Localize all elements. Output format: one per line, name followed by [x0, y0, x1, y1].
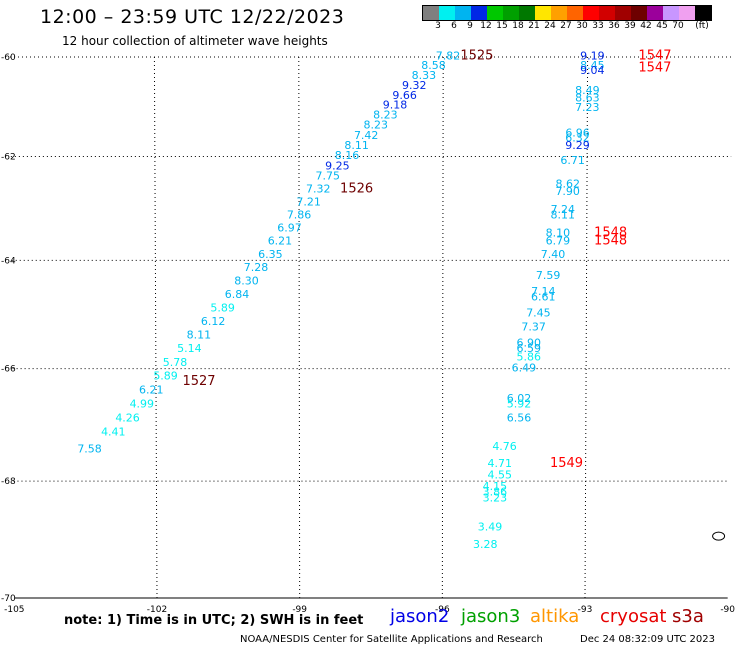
wave-height-label: 5.89: [210, 301, 235, 314]
wave-height-label: 7.45: [526, 307, 551, 320]
wave-height-label: 6.35: [258, 248, 283, 261]
latitude-tick-label: -66: [1, 365, 16, 375]
wave-height-label: 3.49: [478, 520, 503, 533]
latitude-tick-label: -68: [1, 477, 16, 487]
wave-height-label: 5.14: [177, 342, 202, 355]
meridian-gridline: [154, 57, 157, 598]
longitude-tick-label: -90: [720, 605, 735, 615]
generation-timestamp: Dec 24 08:32:09 UTC 2023: [580, 634, 715, 645]
wave-height-label: 6.61: [531, 290, 556, 303]
wave-height-label: 7.59: [536, 269, 561, 282]
pass-time-label: 1527: [182, 374, 215, 389]
wave-height-label: 7.90: [555, 185, 580, 198]
wave-height-label: 8.30: [234, 274, 259, 287]
wave-height-label: 6.84: [225, 288, 250, 301]
satellite-label-jason3: jason3: [461, 606, 520, 627]
pass-time-label: 1549: [550, 456, 583, 471]
pass-time-label: 1526: [340, 181, 373, 196]
wave-height-label: 4.99: [130, 398, 155, 411]
credit-text: NOAA/NESDIS Center for Satellite Applica…: [240, 634, 543, 645]
wave-height-label: 6.21: [139, 384, 164, 397]
longitude-tick-label: -93: [578, 605, 593, 615]
wave-height-label: 3.28: [473, 538, 498, 551]
wave-height-label: 7.86: [287, 208, 312, 221]
wave-height-label: 7.75: [316, 170, 341, 183]
wave-height-label: 6.97: [277, 221, 302, 234]
wave-height-label: 8.11: [551, 208, 576, 221]
satellite-label-jason2: jason2: [390, 606, 449, 627]
pass-time-label: 1547: [638, 61, 671, 76]
latitude-tick-label: -60: [1, 53, 16, 63]
wave-height-label: 4.41: [101, 426, 126, 439]
footer-note: note: 1) Time is in UTC; 2) SWH is in fe…: [64, 613, 363, 628]
wave-height-label: 4.76: [492, 440, 517, 453]
satellite-label-altika: altika: [530, 606, 579, 627]
latitude-tick-label: -64: [1, 256, 16, 266]
meridian-gridline: [299, 57, 300, 598]
wave-height-label: 3.23: [483, 491, 508, 504]
satellite-label-cryosat: cryosat: [600, 606, 666, 627]
wave-height-label: 6.71: [560, 154, 585, 167]
wave-height-label: 7.28: [244, 261, 269, 274]
pass-time-label: 1525: [460, 48, 493, 63]
satellite-label-s3a: s3a: [672, 606, 704, 627]
wave-height-label: 5.92: [507, 398, 532, 411]
wave-height-label: 4.26: [115, 412, 140, 425]
wave-height-label: 8.11: [187, 328, 212, 341]
wave-height-label: 6.49: [512, 361, 537, 374]
wave-height-label: 5.78: [163, 356, 188, 369]
wave-height-label: 6.79: [546, 235, 571, 248]
wave-height-label: 7.32: [306, 182, 331, 195]
latitude-tick-label: -62: [1, 153, 16, 163]
wave-height-label: 7.40: [541, 248, 566, 261]
wave-height-label: 6.21: [268, 235, 293, 248]
longitude-tick-label: -105: [4, 605, 24, 615]
latitude-tick-label: -70: [1, 594, 16, 604]
wave-height-label: 6.12: [201, 315, 226, 328]
wave-height-label: 7.23: [575, 101, 600, 114]
wave-height-label: 9.29: [565, 139, 590, 152]
wave-height-label: 7.37: [521, 320, 546, 333]
wave-height-label: 7.21: [296, 195, 321, 208]
meridian-gridline: [442, 57, 443, 598]
wave-height-label: 7.58: [77, 443, 102, 456]
pass-time-label: 1548: [594, 234, 627, 249]
wave-height-label: 6.56: [507, 412, 532, 425]
wave-height-label: 5.89: [153, 370, 178, 383]
wave-height-label: 9.04: [580, 64, 605, 77]
island-outline: [713, 532, 725, 540]
